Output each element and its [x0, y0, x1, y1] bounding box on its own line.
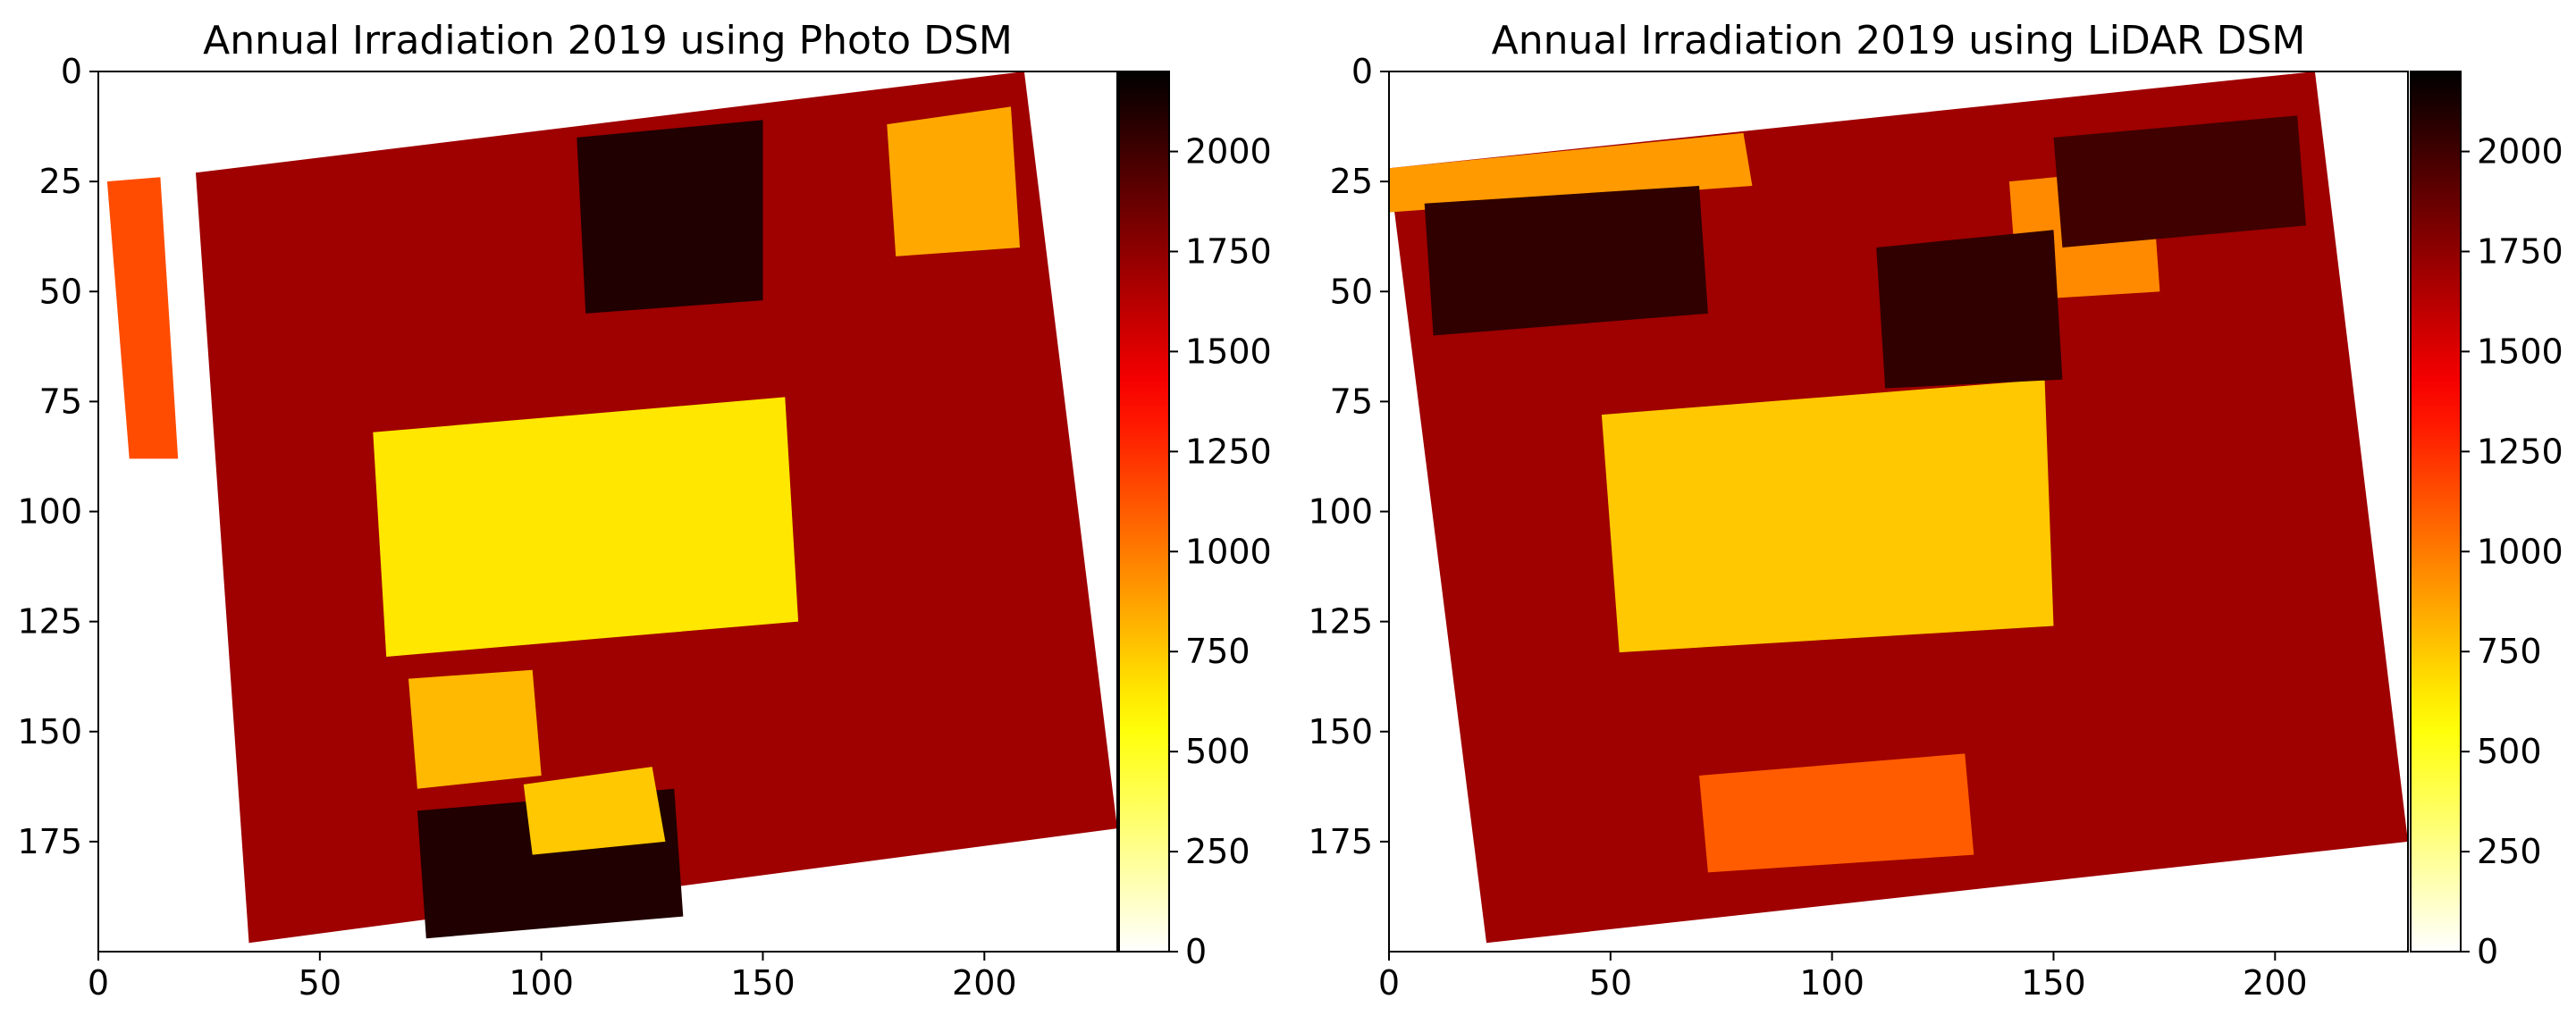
colorbar-tick-label: 250 — [2477, 832, 2542, 871]
colorbar-tick-label: 1750 — [1185, 231, 1272, 271]
x-tick-label: 200 — [2243, 963, 2308, 1003]
colorbar-tick-label: 500 — [1185, 732, 1250, 771]
colorbar-tick-label: 1250 — [2477, 432, 2563, 471]
region-bright-patch — [523, 767, 666, 855]
x-tick-label: 50 — [299, 963, 341, 1003]
colorbar-tick-label: 1000 — [1185, 532, 1272, 571]
y-tick-label: 50 — [39, 272, 82, 311]
colorbar-tick-label: 2000 — [1185, 132, 1272, 172]
region-courtyard — [373, 397, 799, 657]
colorbar-tick-label: 1500 — [1185, 332, 1272, 371]
colorbar-tick-label: 2000 — [2477, 132, 2563, 172]
region-bright-patch — [408, 669, 542, 789]
y-tick-label: 75 — [1330, 382, 1373, 421]
colorbar-tick-label: 750 — [1185, 632, 1250, 671]
y-tick-label: 175 — [1308, 822, 1373, 861]
x-tick-label: 50 — [1589, 963, 1632, 1003]
y-tick-label: 100 — [1308, 492, 1373, 532]
chart-title: Annual Irradiation 2019 using Photo DSM — [203, 18, 1013, 63]
colorbar — [2410, 71, 2462, 953]
y-tick-label: 125 — [1308, 602, 1373, 642]
y-tick-label: 100 — [17, 492, 82, 532]
colorbar-tick-label: 250 — [1185, 832, 1250, 871]
x-tick-label: 0 — [1378, 963, 1400, 1003]
y-tick-label: 50 — [1330, 272, 1373, 311]
y-tick-label: 125 — [17, 602, 82, 642]
region-dark-patch — [1876, 230, 2063, 389]
colorbar-tick-label: 0 — [2477, 932, 2498, 971]
x-tick-label: 100 — [509, 963, 574, 1003]
y-tick-label: 75 — [39, 382, 82, 421]
y-tick-label: 25 — [39, 162, 82, 201]
x-tick-label: 0 — [88, 963, 109, 1003]
y-tick-label: 25 — [1330, 162, 1373, 201]
region-north-edge-strip — [1389, 132, 1753, 213]
region-bright-patch — [887, 106, 1020, 256]
x-tick-label: 150 — [2021, 963, 2086, 1003]
colorbar-tick-label: 1250 — [1185, 432, 1272, 471]
y-tick-label: 0 — [1351, 52, 1373, 91]
y-tick-label: 175 — [17, 822, 82, 861]
region-roof-block — [577, 120, 763, 314]
x-tick-label: 200 — [952, 963, 1017, 1003]
colorbar-tick-label: 1000 — [2477, 532, 2563, 571]
y-tick-label: 150 — [1308, 712, 1373, 751]
panel-photo-dsm: Annual Irradiation 2019 using Photo DSM 0… — [17, 18, 1271, 1003]
colorbar-tick-label: 1500 — [2477, 332, 2563, 371]
region-courtyard — [1601, 379, 2054, 653]
chart-title: Annual Irradiation 2019 using LiDAR DSM — [1492, 18, 2306, 63]
colorbar-tick-label: 500 — [2477, 732, 2542, 771]
x-tick-label: 100 — [1799, 963, 1865, 1003]
colorbar-tick-label: 750 — [2477, 632, 2542, 671]
y-tick-label: 150 — [17, 712, 82, 751]
y-tick-label: 0 — [61, 52, 82, 91]
colorbar-tick-label: 0 — [1185, 932, 1207, 971]
region-west-facade-strip — [106, 177, 179, 459]
region-bright-patch — [1699, 753, 1974, 873]
panel-lidar-dsm: Annual Irradiation 2019 using LiDAR DSM 0… — [1308, 18, 2563, 1003]
colorbar-tick-label: 1750 — [2477, 231, 2563, 271]
x-tick-label: 150 — [730, 963, 796, 1003]
colorbar — [1118, 71, 1170, 953]
region-dark-patch — [2053, 115, 2306, 248]
region-dark-patch — [1424, 186, 1708, 336]
